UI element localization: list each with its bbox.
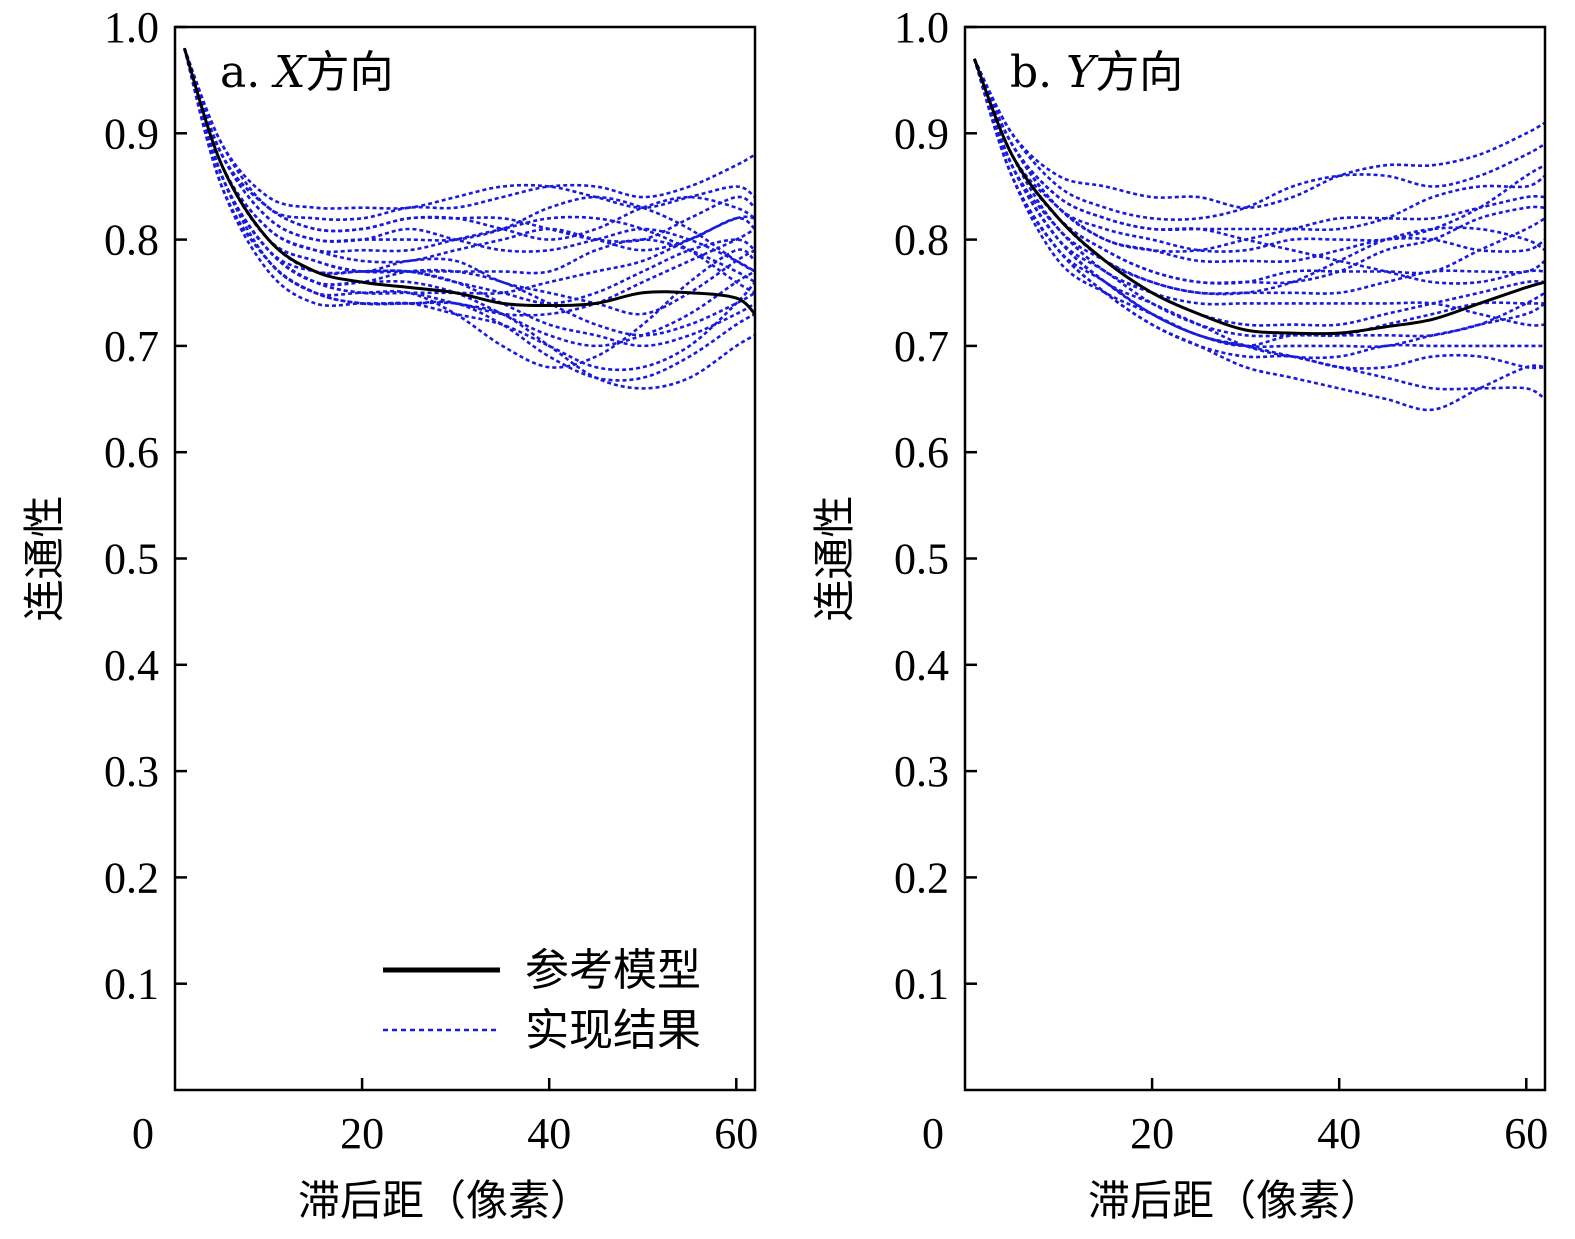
realization-line-9 xyxy=(973,58,1545,338)
y-tick-label: 0.7 xyxy=(104,322,159,371)
panel-title-prefix: b. xyxy=(1010,47,1066,98)
y-ticks: 0.1 0.2 0.3 0.4 0.5 0.6 0.7 0.8 0.9 1.0 xyxy=(104,3,187,1009)
plot-frame xyxy=(173,25,757,1092)
y-tick-label: 0.3 xyxy=(894,747,949,796)
y-tick-label: 0.7 xyxy=(894,322,949,371)
x-axis-title: 滞后距（像素） xyxy=(1088,1176,1382,1225)
panel-title-suffix: 方向 xyxy=(1095,47,1183,98)
panel-title: b. Y方向 xyxy=(1010,47,1183,98)
y-tick-label: 0.5 xyxy=(104,535,159,584)
realization-line-20 xyxy=(183,47,755,348)
panel-title: a. X方向 xyxy=(220,47,394,98)
y-tick-label: 0.6 xyxy=(104,428,159,477)
realization-line-19 xyxy=(183,47,755,243)
realization-line-2 xyxy=(973,58,1545,221)
realization-line-5 xyxy=(973,58,1545,263)
y-tick-label: 0.9 xyxy=(104,109,159,158)
panel-title-prefix: a. xyxy=(220,47,274,98)
realization-line-4 xyxy=(183,47,755,273)
realization-line-16 xyxy=(973,58,1545,327)
realization-line-1 xyxy=(183,47,755,210)
y-tick-label: 0.8 xyxy=(104,216,159,265)
x-tick-label: 40 xyxy=(1317,1109,1361,1158)
x-tick-label: 20 xyxy=(1130,1109,1174,1158)
reference-model-line xyxy=(973,58,1545,336)
realization-line-13 xyxy=(973,58,1545,401)
realization-line-15 xyxy=(973,58,1545,253)
realization-line-11 xyxy=(183,47,755,369)
realization-line-8 xyxy=(973,58,1545,327)
y-tick-label: 1.0 xyxy=(104,3,159,52)
panel-title-axis: Y xyxy=(1066,47,1099,98)
realization-line-18 xyxy=(973,58,1545,296)
reference-line xyxy=(973,58,1545,336)
legend: 参考模型 实现结果 xyxy=(383,945,701,1056)
y-axis-title: 连通性 xyxy=(20,495,69,621)
realization-line-1 xyxy=(973,58,1545,210)
panel-title-axis: X xyxy=(271,47,307,98)
x-tick-label: 0 xyxy=(922,1109,944,1158)
x-ticks: 0 20 40 60 xyxy=(922,1078,1548,1158)
y-tick-label: 0.9 xyxy=(894,109,949,158)
y-tick-label: 0.1 xyxy=(894,960,949,1009)
y-tick-label: 0.2 xyxy=(894,853,949,902)
reference-line xyxy=(182,47,755,316)
x-tick-label: 0 xyxy=(132,1109,154,1158)
x-tick-label: 20 xyxy=(340,1109,384,1158)
y-tick-label: 0.3 xyxy=(104,747,159,796)
realization-line-12 xyxy=(973,58,1545,348)
y-tick-label: 0.8 xyxy=(894,216,949,265)
y-tick-label: 0.5 xyxy=(894,535,949,584)
legend-realization-label: 实现结果 xyxy=(525,1005,701,1056)
y-tick-label: 0.2 xyxy=(104,853,159,902)
realization-lines xyxy=(973,58,1545,412)
realization-line-17 xyxy=(183,47,755,372)
panel-title-suffix: 方向 xyxy=(306,47,394,98)
y-tick-label: 0.4 xyxy=(104,641,159,690)
realization-line-17 xyxy=(973,58,1545,348)
legend-reference-label: 参考模型 xyxy=(525,945,701,996)
realization-line-14 xyxy=(183,47,755,294)
y-tick-label: 1.0 xyxy=(894,3,949,52)
y-axis-title: 连通性 xyxy=(810,495,859,621)
plot-frame xyxy=(963,25,1547,1092)
x-tick-label: 60 xyxy=(1504,1109,1548,1158)
reference-model-line xyxy=(182,47,755,316)
y-tick-label: 0.4 xyxy=(894,641,949,690)
realization-line-19 xyxy=(973,58,1545,370)
x-tick-label: 60 xyxy=(714,1109,758,1158)
realization-line-4 xyxy=(973,58,1545,253)
realization-line-12 xyxy=(183,47,755,317)
y-tick-label: 0.1 xyxy=(104,960,159,1009)
x-tick-label: 40 xyxy=(527,1109,571,1158)
realization-line-18 xyxy=(183,47,755,305)
y-ticks: 0.1 0.2 0.3 0.4 0.5 0.6 0.7 0.8 0.9 1.0 xyxy=(894,3,977,1009)
realization-lines xyxy=(183,47,755,390)
x-ticks: 0 20 40 60 xyxy=(132,1078,758,1158)
realization-line-15 xyxy=(183,47,755,273)
realization-line-2 xyxy=(183,47,755,221)
x-axis-title: 滞后距（像素） xyxy=(298,1176,592,1225)
panel-y-direction: 0.1 0.2 0.3 0.4 0.5 0.6 0.7 0.8 0.9 1.0 0 20 40 60 b… xyxy=(810,3,1548,1225)
y-tick-label: 0.6 xyxy=(894,428,949,477)
panel-x-direction: 0.1 0.2 0.3 0.4 0.5 0.6 0.7 0.8 0.9 1.0 0 20 40 60 a… xyxy=(20,3,758,1225)
realization-line-20 xyxy=(973,58,1545,285)
